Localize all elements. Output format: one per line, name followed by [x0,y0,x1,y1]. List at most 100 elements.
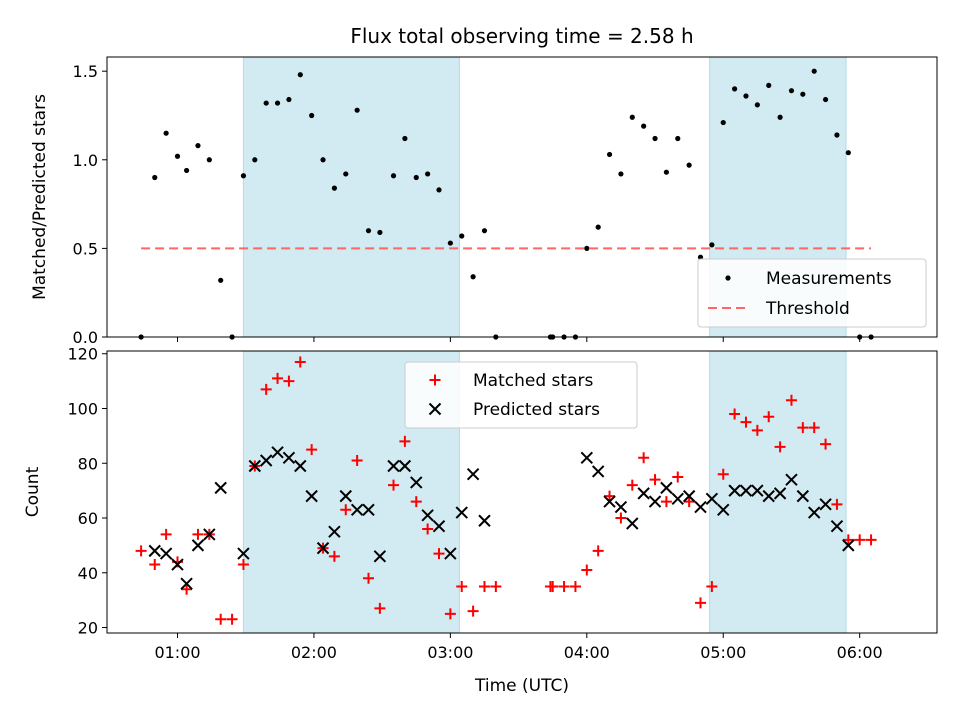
count-y-axis-label: Count [23,466,43,517]
measurement-point [675,135,681,142]
predicted-star-point [830,520,844,533]
count-legend-box [404,361,638,429]
matched-star-point [374,602,386,614]
matched-star-point [399,435,411,447]
predicted-star-point [694,500,707,514]
predicted-star-point [819,498,832,511]
ratio-y-axis-label: Matched/Predicted stars [30,94,50,300]
predicted-star-point [180,577,193,590]
ratio-y-tick-label: 1.0 [73,151,98,170]
measurement-point [413,174,419,181]
legend-measurement-marker [725,275,731,281]
predicted-star-point [271,446,284,459]
matched-star-point [135,545,147,557]
measurement-point [618,171,624,177]
matched-star-point [467,605,479,617]
predicted-star-point [580,451,594,464]
measurement-point [183,167,190,174]
matched-star-point [854,534,866,546]
matched-star-point [842,534,854,546]
count-legend: Matched stars Predicted stars [404,361,638,429]
predicted-star-point [739,484,753,497]
measurement-point [663,169,669,175]
measurement-point [309,112,315,119]
measurement-point [320,157,326,163]
matched-star-point [797,422,809,434]
measurement-point [163,130,169,136]
x-tick-label: 01:00 [154,643,200,662]
count-y-tick-label: 60 [78,509,98,528]
predicted-star-point [410,476,423,489]
ratio-y-tick-label: 0.5 [73,239,98,258]
legend-predicted-marker [428,402,442,416]
measurement-point [240,173,247,179]
ratio-y-tick-label: 0.0 [73,328,98,347]
measurement-point [425,171,431,177]
matched-star-point [763,411,775,423]
predicted-star-point [671,492,684,506]
matched-star-point [706,580,718,592]
predicted-star-point [350,503,364,517]
predicted-star-point [171,558,184,571]
predicted-star-point [214,481,227,495]
predicted-star-point [796,489,810,503]
ratio-legend: Measurements Threshold [697,258,927,328]
measurement-point [152,174,158,181]
matched-star-point [865,534,877,546]
ratio-observing-window-1 [242,56,460,338]
predicted-star-point [159,547,173,560]
matched-star-point [615,512,627,524]
predicted-star-point [603,495,616,508]
matched-star-point [604,490,616,502]
matched-star-point [626,479,638,491]
legend-measurements-label: Measurements [766,269,892,289]
matched-star-point [422,523,434,535]
measurement-point [331,185,337,191]
predicted-star-point [294,459,307,473]
measurement-point [606,151,613,158]
count-y-tick-label: 40 [78,564,98,583]
predicted-star-point [705,492,719,506]
ratio-legend-box [697,258,927,328]
predicted-star-point [237,547,250,560]
predicted-star-point [339,489,352,503]
predicted-star-point [282,451,296,464]
ratio-y-tick-label: 1.5 [73,62,98,81]
measurement-point [174,153,181,159]
predicted-star-point [728,484,741,497]
measurement-point [584,245,590,251]
measurement-point [354,107,360,113]
measurement-point [470,274,476,280]
predicted-star-point [328,525,341,538]
measurement-point [297,72,303,78]
predicted-star-point [591,465,605,478]
matched-star-point [363,572,375,584]
matched-star-point [683,496,695,508]
measurement-point [800,91,806,97]
matched-star-point [351,455,363,467]
count-panel: 20 40 60 80 100 120 01:00 02:00 03:00 04:00 05:00 0… [23,345,938,696]
matched-star-point [456,580,468,592]
count-y-tick-label: 120 [67,345,98,364]
measurement-point [652,135,658,142]
predicted-star-point [362,503,375,517]
matched-star-point [717,468,729,480]
x-tick-label: 05:00 [700,643,746,662]
measurement-point [365,228,372,234]
matched-star-point [340,504,352,516]
matched-star-point [149,559,161,571]
predicted-star-point [614,500,628,514]
measurement-point [641,123,647,129]
measurement-point [343,171,349,177]
predicted-star-point [660,481,673,495]
measurement-point [459,233,465,239]
predicted-star-point [773,487,787,500]
predicted-star-point [421,509,434,522]
matched-star-point [751,424,763,436]
matched-star-point [433,548,445,560]
predicted-star-point [478,514,491,527]
matched-star-point [547,580,559,592]
measurement-point [595,224,601,230]
matched-star-point [192,528,204,540]
